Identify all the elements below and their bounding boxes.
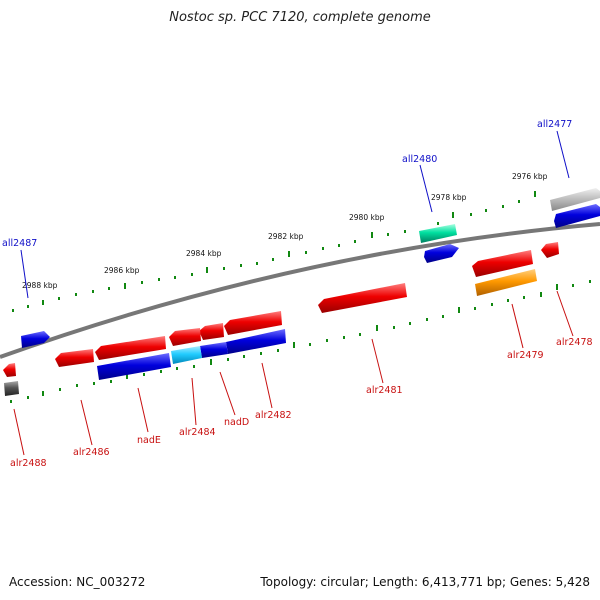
gene-label-alr2482: alr2482 [255,410,292,421]
gene-labels: all2477 all2480 all2487 alr2478 alr2479 … [2,119,593,469]
page-title: Nostoc sp. PCC 7120, complete genome [169,10,431,25]
kbp-scale-labels: 2976 kbp 2978 kbp 2980 kbp 2982 kbp 2984… [22,172,548,290]
gene-alr2478[interactable] [541,242,559,258]
gene-arrows-top [21,188,600,348]
genome-backbone [0,222,600,359]
kbp-label: 2978 kbp [431,193,467,202]
gene-alr2488[interactable] [4,381,19,396]
gene-alr2479[interactable] [475,269,537,296]
kbp-label: 2980 kbp [349,213,385,222]
kbp-label: 2986 kbp [104,266,140,275]
gene-label-alr2488: alr2488 [10,458,47,469]
gene-label-all2487: all2487 [2,238,37,249]
gene-label-alr2484: alr2484 [179,427,216,438]
label-connectors [13,130,574,456]
gene-label-all2477: all2477 [537,119,572,130]
gene-nadE-red[interactable] [95,336,166,360]
gene-label-alr2481: alr2481 [366,385,403,396]
outer-tick-row [12,191,536,312]
kbp-label: 2982 kbp [268,232,304,241]
gene-all2480-green[interactable] [419,224,457,243]
gene-alr2484[interactable] [171,346,202,364]
gene-all2477-blue[interactable] [554,204,600,228]
inner-tick-row [10,280,591,403]
gene-label-nadE: nadE [137,435,161,446]
gene-alr2488-red[interactable] [3,363,16,377]
gene-label-nadD: nadD [224,417,249,428]
kbp-label: 2984 kbp [186,249,222,258]
gene-alr2486[interactable] [55,349,94,367]
gene-nadE[interactable] [97,353,171,380]
accession-text: Accession: NC_003272 [9,575,146,589]
gene-alr2481[interactable] [318,283,407,313]
gene-label-alr2486: alr2486 [73,447,110,458]
gene-all2477[interactable] [550,188,600,211]
gene-alr2484-red[interactable] [169,328,201,346]
kbp-label: 2988 kbp [22,281,58,290]
kbp-label: 2976 kbp [512,172,548,181]
gene-alr2482[interactable] [226,329,286,354]
gene-all2487[interactable] [21,331,50,348]
gene-nadD[interactable] [200,342,228,358]
gene-nadD-red[interactable] [199,323,224,340]
gene-arrows-bottom [3,242,559,396]
gene-alr2482-red[interactable] [224,311,282,335]
gene-alr2479-red[interactable] [472,250,533,277]
gene-label-alr2479: alr2479 [507,350,544,361]
gene-label-all2480: all2480 [402,154,437,165]
gene-all2480[interactable] [424,244,459,263]
gene-label-alr2478: alr2478 [556,337,593,348]
genome-summary-text: Topology: circular; Length: 6,413,771 bp… [260,575,590,589]
